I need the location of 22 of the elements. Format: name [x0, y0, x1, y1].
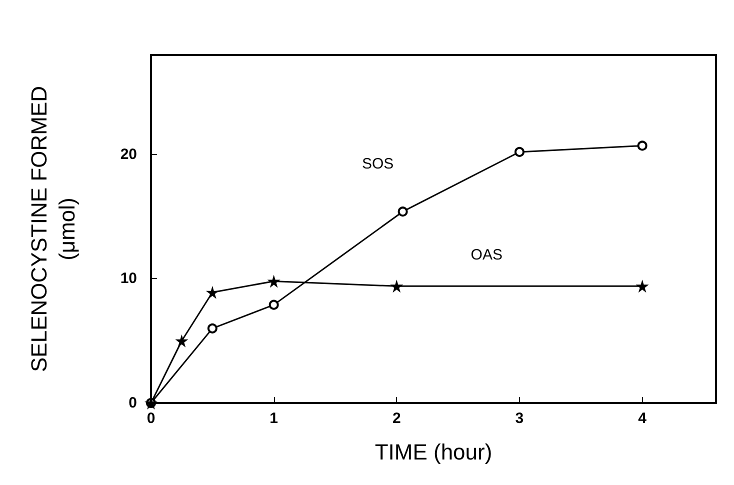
- point: [206, 286, 219, 299]
- series-label: OAS: [470, 246, 502, 264]
- point: [637, 140, 648, 151]
- y-tick-label: 10: [120, 270, 137, 288]
- point: [268, 300, 279, 310]
- x-tick-label: 4: [638, 410, 648, 427]
- point: [207, 323, 218, 334]
- text: SOS: [362, 156, 394, 173]
- point: [175, 334, 188, 348]
- point: [398, 206, 408, 217]
- y-tick-label: 20: [120, 146, 137, 163]
- x-axis-title: TIME (hour): [374, 440, 492, 464]
- x-tick-label: 1: [270, 410, 278, 427]
- point: [514, 146, 524, 157]
- x-tick-label: 3: [515, 410, 524, 427]
- y-tick-label: 0: [128, 394, 137, 412]
- point: [390, 280, 404, 293]
- point: [267, 274, 280, 288]
- x-tick-label: 2: [392, 410, 401, 427]
- point: [636, 280, 649, 293]
- x-tick-label: 0: [146, 410, 156, 427]
- y-axis-title: SELENOCYSTINE FORMED (μmol): [26, 86, 80, 372]
